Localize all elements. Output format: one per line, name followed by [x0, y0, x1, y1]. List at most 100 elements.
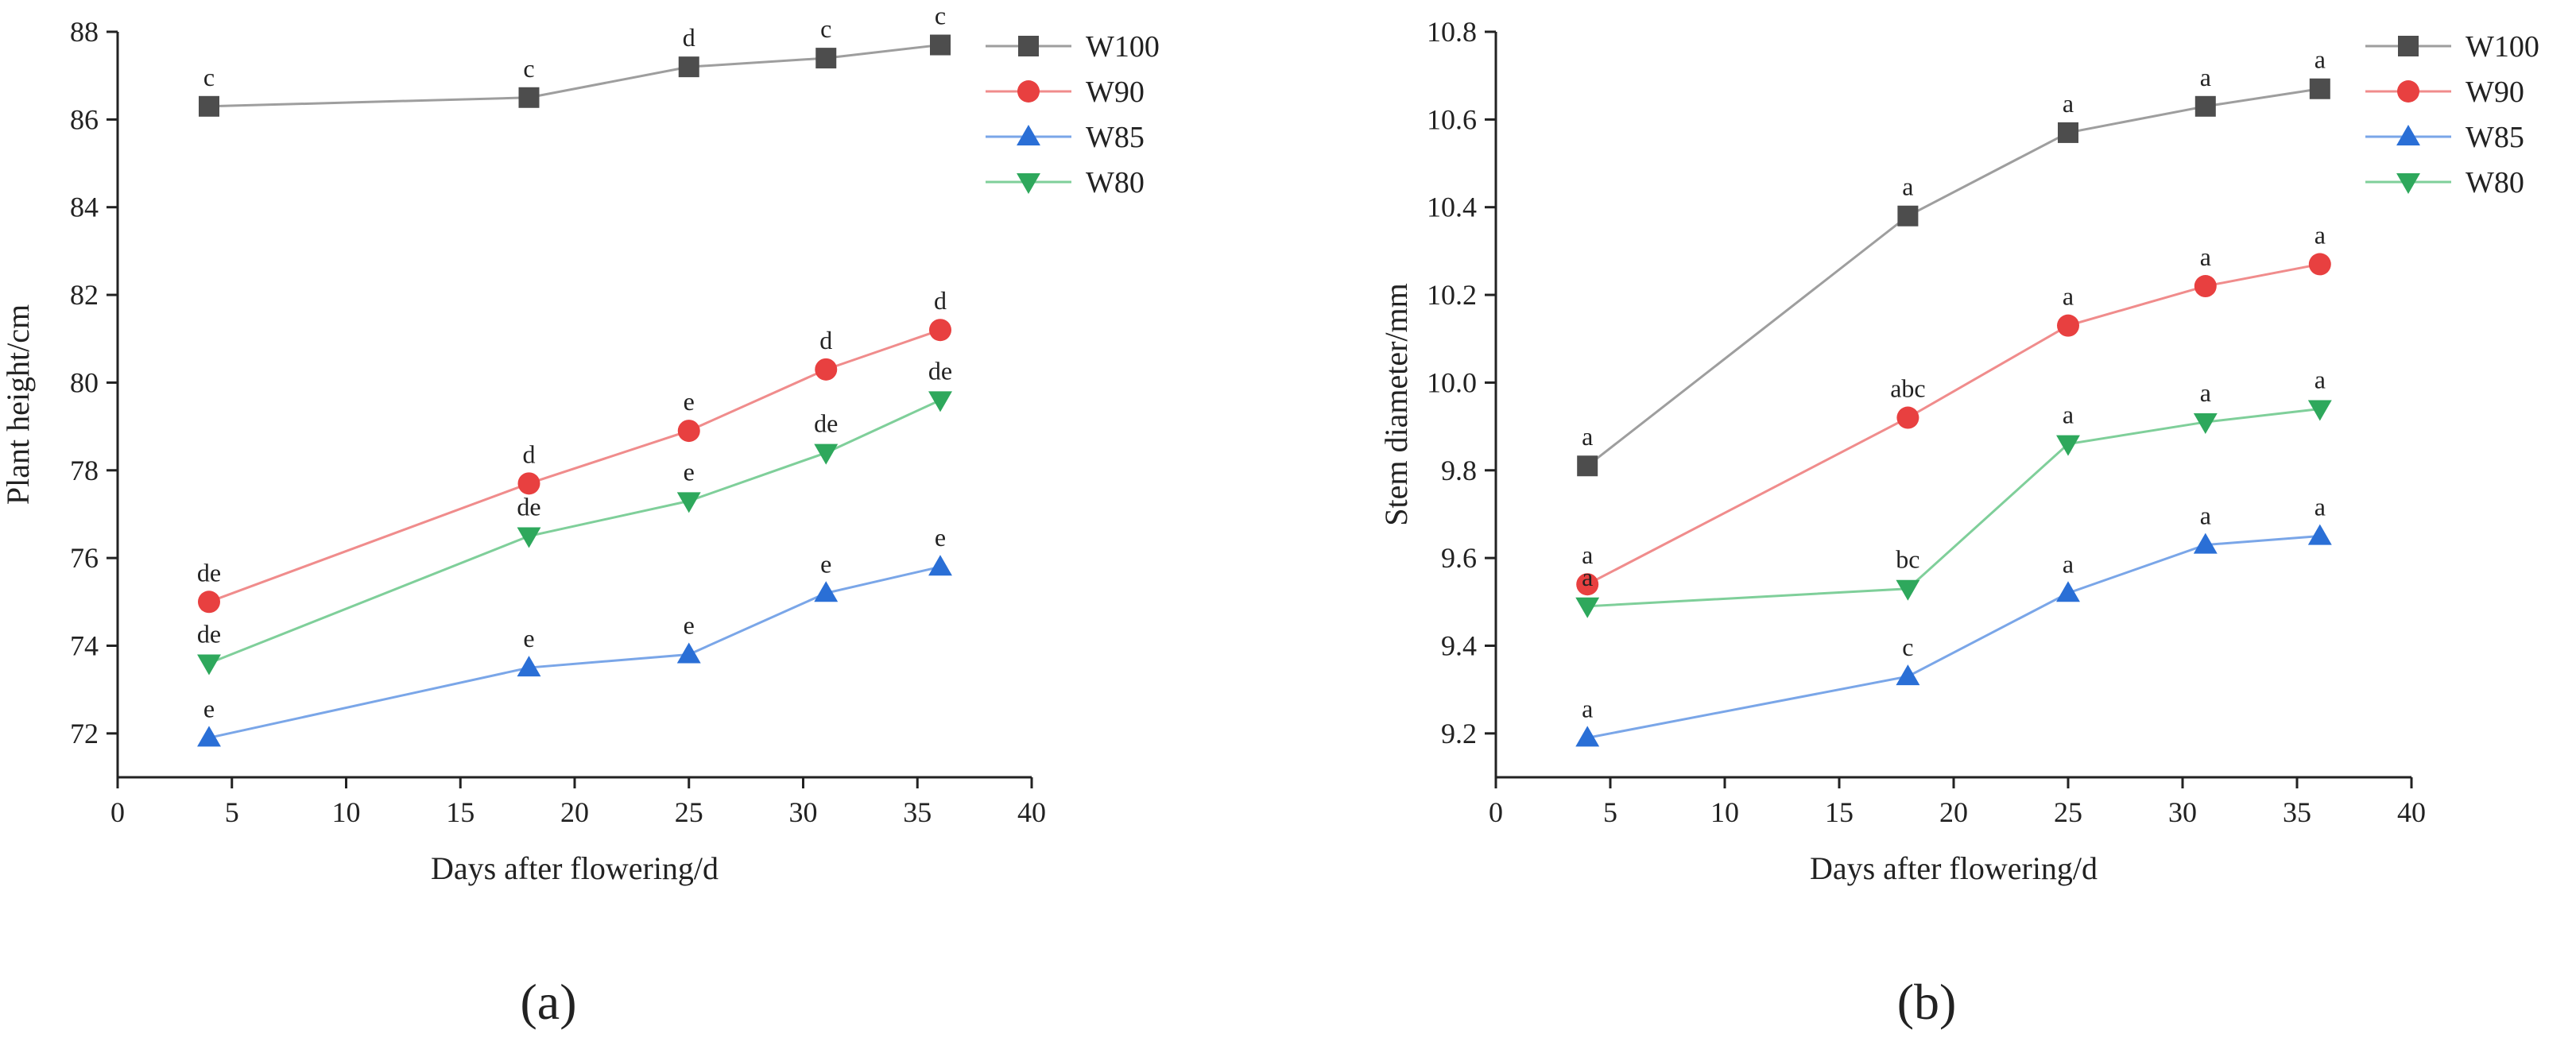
data-point	[2308, 253, 2331, 276]
data-point	[2307, 400, 2332, 421]
x-tick-label: 25	[2054, 796, 2082, 828]
series-w85: a c a a a	[1575, 493, 2332, 747]
significance-label: c	[820, 14, 831, 43]
y-tick-label: 82	[70, 279, 99, 311]
significance-label: c	[1902, 633, 1913, 661]
significance-label: bc	[1896, 545, 1919, 574]
significance-label: d	[523, 440, 536, 468]
significance-label: a	[2063, 282, 2074, 311]
legend-marker	[2397, 80, 2419, 103]
data-point	[928, 555, 952, 576]
significance-label: de	[197, 558, 221, 587]
data-point	[197, 654, 221, 676]
legend-label-w100: W100	[1086, 30, 1160, 64]
significance-label: e	[684, 611, 695, 640]
significance-label: c	[203, 63, 215, 91]
significance-label: a	[2200, 378, 2211, 407]
data-point	[930, 34, 951, 56]
panel-label: (a)	[520, 974, 576, 1030]
legend-label-w80: W80	[1086, 166, 1145, 199]
series-line-w85	[1586, 535, 2320, 739]
significance-label: c	[523, 54, 534, 83]
legend-marker	[2396, 172, 2420, 194]
significance-label: de	[928, 356, 952, 385]
significance-label: e	[935, 523, 946, 552]
legend-marker	[1017, 125, 1040, 146]
significance-label: a	[2063, 401, 2074, 429]
y-tick-label: 86	[70, 103, 99, 135]
x-tick-label: 20	[560, 796, 589, 828]
data-point	[517, 656, 541, 677]
significance-label: a	[1582, 422, 1593, 451]
panel-label: (b)	[1897, 974, 1957, 1030]
legend: W100 W90 W85 W80	[986, 30, 1160, 199]
significance-label: a	[2200, 501, 2211, 530]
x-tick-label: 10	[1710, 796, 1739, 828]
legend-marker	[1017, 172, 1040, 194]
y-tick-label: 72	[70, 718, 99, 749]
y-tick-label: 76	[70, 542, 99, 574]
panel-a: 0 5 10 15 20 25 30 35 40 72 74 76 78 80 82 84 86 88 Days a…	[0, 2, 1160, 1030]
legend-label-w100: W100	[2466, 30, 2539, 64]
data-point	[677, 420, 700, 443]
significance-label: a	[1582, 563, 1593, 591]
y-tick-label: 10.2	[1427, 279, 1477, 311]
panel-b: 0 5 10 15 20 25 30 35 40 9.2 9.4 9.6 9.8 10.0 10.2 10.4…	[1378, 16, 2539, 1030]
significance-label: e	[820, 549, 831, 578]
y-tick-label: 84	[70, 192, 99, 223]
data-point	[1896, 406, 1919, 429]
data-point	[2309, 78, 2330, 99]
significance-label: a	[1582, 694, 1593, 722]
y-tick-label: 74	[70, 629, 99, 661]
y-tick-label: 10.6	[1427, 103, 1477, 135]
significance-label: a	[2315, 220, 2326, 249]
x-tick-label: 35	[903, 796, 932, 828]
significance-label: d	[683, 23, 695, 52]
data-point	[1576, 573, 1599, 596]
x-tick-label: 25	[675, 796, 703, 828]
data-point	[517, 472, 540, 495]
legend: W100 W90 W85 W80	[2365, 30, 2539, 199]
y-tick-label: 80	[70, 366, 99, 398]
data-point	[2194, 95, 2216, 117]
significance-label: e	[684, 387, 695, 416]
data-point	[814, 443, 839, 465]
legend-label-w90: W90	[1086, 76, 1145, 109]
significance-label: de	[197, 620, 221, 649]
x-tick-label: 5	[225, 796, 239, 828]
series-line-w80	[208, 399, 941, 664]
data-point	[1577, 455, 1598, 477]
significance-label: a	[2063, 89, 2074, 118]
data-point	[814, 581, 839, 602]
x-tick-label: 40	[1017, 796, 1046, 828]
data-point	[197, 726, 221, 747]
y-axis-title: Stem diameter/mm	[1378, 283, 1414, 526]
y-axis-title: Plant height/cm	[0, 304, 36, 505]
significance-label: d	[819, 326, 832, 354]
significance-label: d	[934, 286, 947, 315]
significance-label: e	[523, 624, 534, 652]
significance-label: de	[517, 493, 540, 521]
significance-label: e	[684, 457, 695, 486]
significance-label: abc	[1890, 374, 1925, 403]
x-tick-label: 15	[446, 796, 475, 828]
x-tick-label: 30	[789, 796, 818, 828]
significance-label: c	[935, 2, 946, 30]
significance-label: a	[2315, 45, 2326, 74]
y-tick-label: 10.4	[1427, 192, 1477, 223]
y-tick-label: 9.2	[1441, 718, 1477, 749]
x-tick-label: 15	[1825, 796, 1854, 828]
x-tick-label: 5	[1603, 796, 1617, 828]
x-tick-label: 35	[2283, 796, 2311, 828]
significance-label: a	[2315, 493, 2326, 521]
series-w100: c c d c c	[199, 2, 951, 117]
data-point	[518, 87, 540, 108]
data-point	[929, 319, 951, 342]
significance-label: e	[203, 694, 215, 722]
x-axis-title: Days after flowering/d	[431, 850, 719, 886]
data-point	[517, 527, 541, 548]
legend-label-w90: W90	[2466, 76, 2524, 109]
data-point	[1575, 726, 1600, 747]
legend-marker	[1018, 36, 1039, 56]
